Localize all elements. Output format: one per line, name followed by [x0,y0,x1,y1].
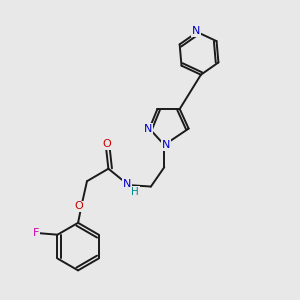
Text: O: O [103,139,111,149]
Text: F: F [33,228,39,238]
Text: N: N [144,124,152,134]
Text: O: O [74,202,83,212]
Text: N: N [123,179,131,189]
Text: N: N [162,140,170,150]
Text: N: N [191,26,200,36]
Text: H: H [131,187,139,196]
